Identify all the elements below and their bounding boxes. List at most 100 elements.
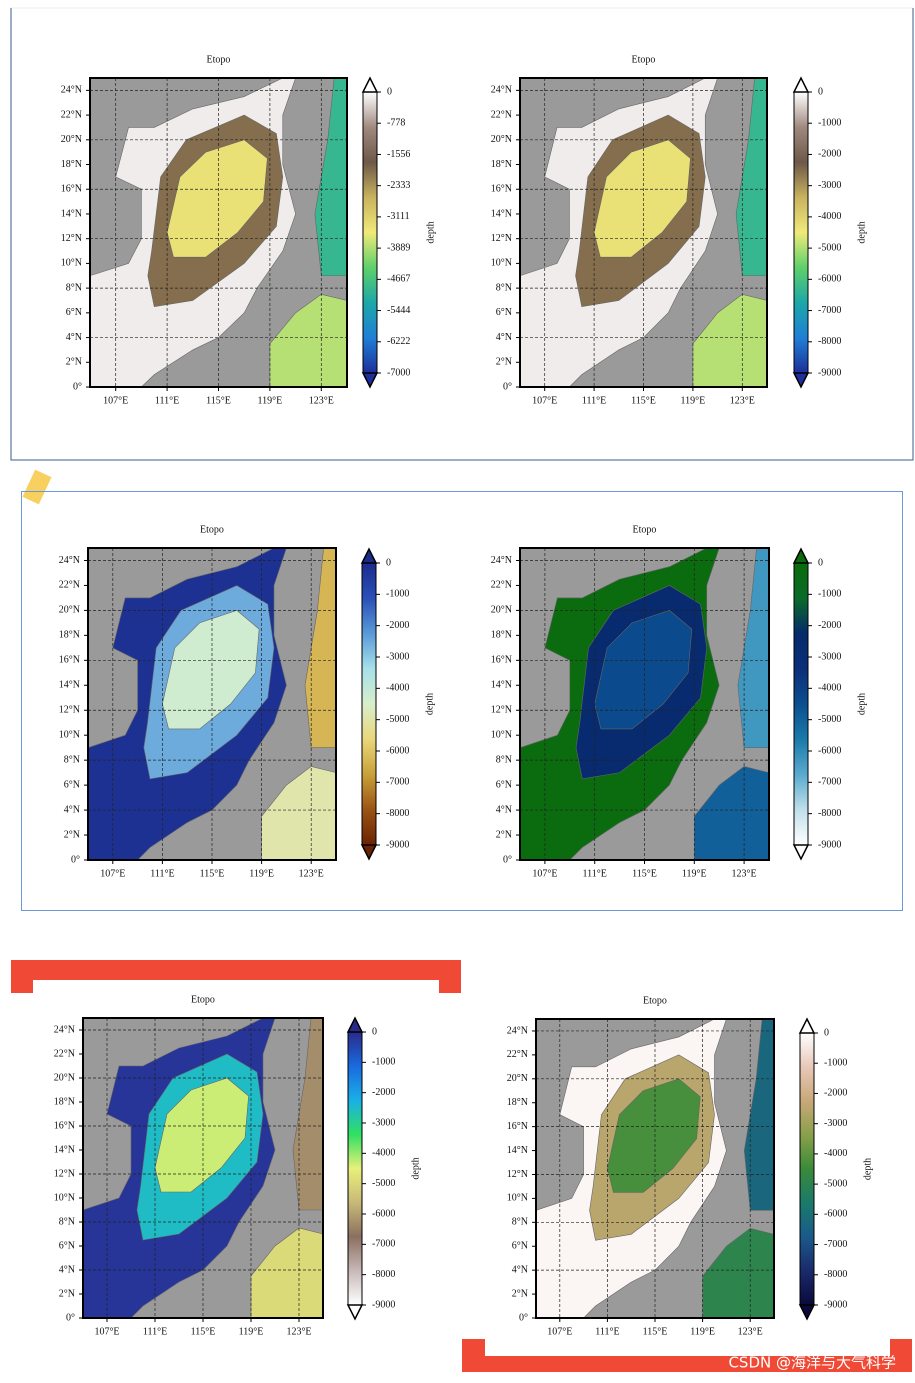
colorbar-tick-label: -6000 (818, 274, 841, 285)
lat-label: 14°N (491, 680, 512, 691)
lon-label: 111°E (155, 395, 179, 406)
lat-label: 10°N (507, 1193, 528, 1204)
colorbar-tick-label: -5000 (818, 714, 841, 725)
lon-label: 107°E (100, 868, 125, 879)
colorbar-tick-label: -6000 (824, 1209, 847, 1220)
colorbar-tick-label: -4000 (818, 683, 841, 694)
colorbar-extend (346, 1016, 364, 1033)
lat-label: 8°N (512, 1217, 528, 1228)
colorbar-tick-label: 0 (386, 557, 391, 568)
lat-label: 0° (503, 854, 512, 865)
colorbar-tick-label: -3000 (386, 651, 409, 662)
lon-label: 115°E (200, 868, 225, 879)
panel-title: Etopo (633, 524, 657, 535)
lat-label: 10°N (54, 1192, 75, 1203)
colorbar (347, 1031, 363, 1306)
colorbar-extend (792, 372, 810, 389)
lon-label: 111°E (582, 395, 606, 406)
sulu-sea (693, 766, 769, 860)
colorbar-tick-label: -8000 (824, 1269, 847, 1280)
lat-label: 12°N (61, 233, 82, 244)
lat-label: 8°N (59, 1216, 75, 1227)
colorbar-tick-label: -6000 (386, 745, 409, 756)
colorbar-label: depth (425, 221, 436, 243)
lat-label: 4°N (59, 1264, 75, 1275)
lat-label: 6°N (496, 307, 512, 318)
lat-label: 20°N (61, 134, 82, 145)
colorbar-tick-label: 0 (372, 1026, 377, 1037)
lat-label: 20°N (59, 605, 80, 616)
colorbar (799, 1032, 815, 1306)
lat-label: 2°N (496, 829, 512, 840)
lat-label: 20°N (491, 605, 512, 616)
lat-label: 12°N (507, 1169, 528, 1180)
lon-label: 115°E (191, 1326, 216, 1337)
lon-label: 119°E (681, 395, 706, 406)
map-frame (87, 547, 337, 861)
colorbar-tick-label: -8000 (386, 808, 409, 819)
colorbar-tick-label: -2000 (818, 149, 841, 160)
colorbar (793, 562, 809, 846)
colorbar-extend (361, 372, 379, 389)
map (520, 78, 767, 387)
sulu-sea (261, 766, 336, 860)
colorbar-tick-label: -5000 (372, 1178, 395, 1189)
lon-label: 119°E (239, 1326, 264, 1337)
lat-label: 14°N (54, 1144, 75, 1155)
lat-label: 22°N (54, 1048, 75, 1059)
colorbar-tick-label: -8000 (372, 1269, 395, 1280)
lat-label: 8°N (496, 754, 512, 765)
colorbar-tick-label: -3889 (387, 242, 410, 253)
lon-label: 115°E (206, 395, 231, 406)
colorbar-tick-label: -1000 (818, 589, 841, 600)
lat-label: 18°N (491, 159, 512, 170)
map (88, 548, 336, 860)
lat-label: 10°N (491, 729, 512, 740)
watermark: CSDN @海洋与大气科学 (728, 1354, 896, 1372)
east-sea (737, 548, 769, 748)
lat-label: 12°N (491, 233, 512, 244)
lat-label: 4°N (512, 1264, 528, 1275)
lat-label: 12°N (54, 1168, 75, 1179)
panel-title: Etopo (200, 524, 224, 535)
frame-tab (11, 960, 461, 993)
frame-border (10, 8, 914, 461)
colorbar-tick-label: 0 (818, 557, 823, 568)
panel-title: Etopo (207, 54, 231, 65)
colorbar-tick-label: -5000 (824, 1178, 847, 1189)
colorbar-tick-label: -1000 (824, 1058, 847, 1069)
basin (607, 1078, 701, 1193)
colorbar-tick-label: -7000 (386, 777, 409, 788)
lat-label: 18°N (59, 630, 80, 641)
colorbar-tick-label: -7000 (387, 367, 410, 378)
colorbar-extend (792, 547, 810, 564)
colorbar-tick-label: -6000 (372, 1208, 395, 1219)
map (520, 548, 769, 860)
lat-label: 4°N (496, 332, 512, 343)
lat-label: 14°N (59, 680, 80, 691)
lat-label: 22°N (59, 580, 80, 591)
colorbar-label: depth (862, 1158, 873, 1180)
lat-label: 22°N (61, 109, 82, 120)
colorbar-tick-label: -3000 (818, 180, 841, 191)
colorbar-label: depth (856, 693, 867, 715)
lat-label: 6°N (66, 307, 82, 318)
frame-tab (462, 1339, 912, 1372)
lon-label: 111°E (143, 1326, 167, 1337)
lat-label: 18°N (491, 630, 512, 641)
lat-label: 20°N (507, 1073, 528, 1084)
map-frame (82, 1017, 324, 1319)
lat-label: 22°N (491, 109, 512, 120)
lat-label: 10°N (491, 258, 512, 269)
colorbar-tick-label: -5444 (387, 305, 410, 316)
lat-label: 16°N (491, 184, 512, 195)
lat-label: 14°N (507, 1145, 528, 1156)
colorbar-tick-label: -8000 (818, 808, 841, 819)
colorbar-tick-label: -3000 (818, 651, 841, 662)
lon-label: 107°E (94, 1326, 119, 1337)
lat-label: 2°N (496, 357, 512, 368)
lat-label: 24°N (491, 85, 512, 96)
colorbar-tick-label: -2000 (372, 1087, 395, 1098)
lon-label: 115°E (632, 868, 657, 879)
lon-label: 107°E (532, 395, 557, 406)
